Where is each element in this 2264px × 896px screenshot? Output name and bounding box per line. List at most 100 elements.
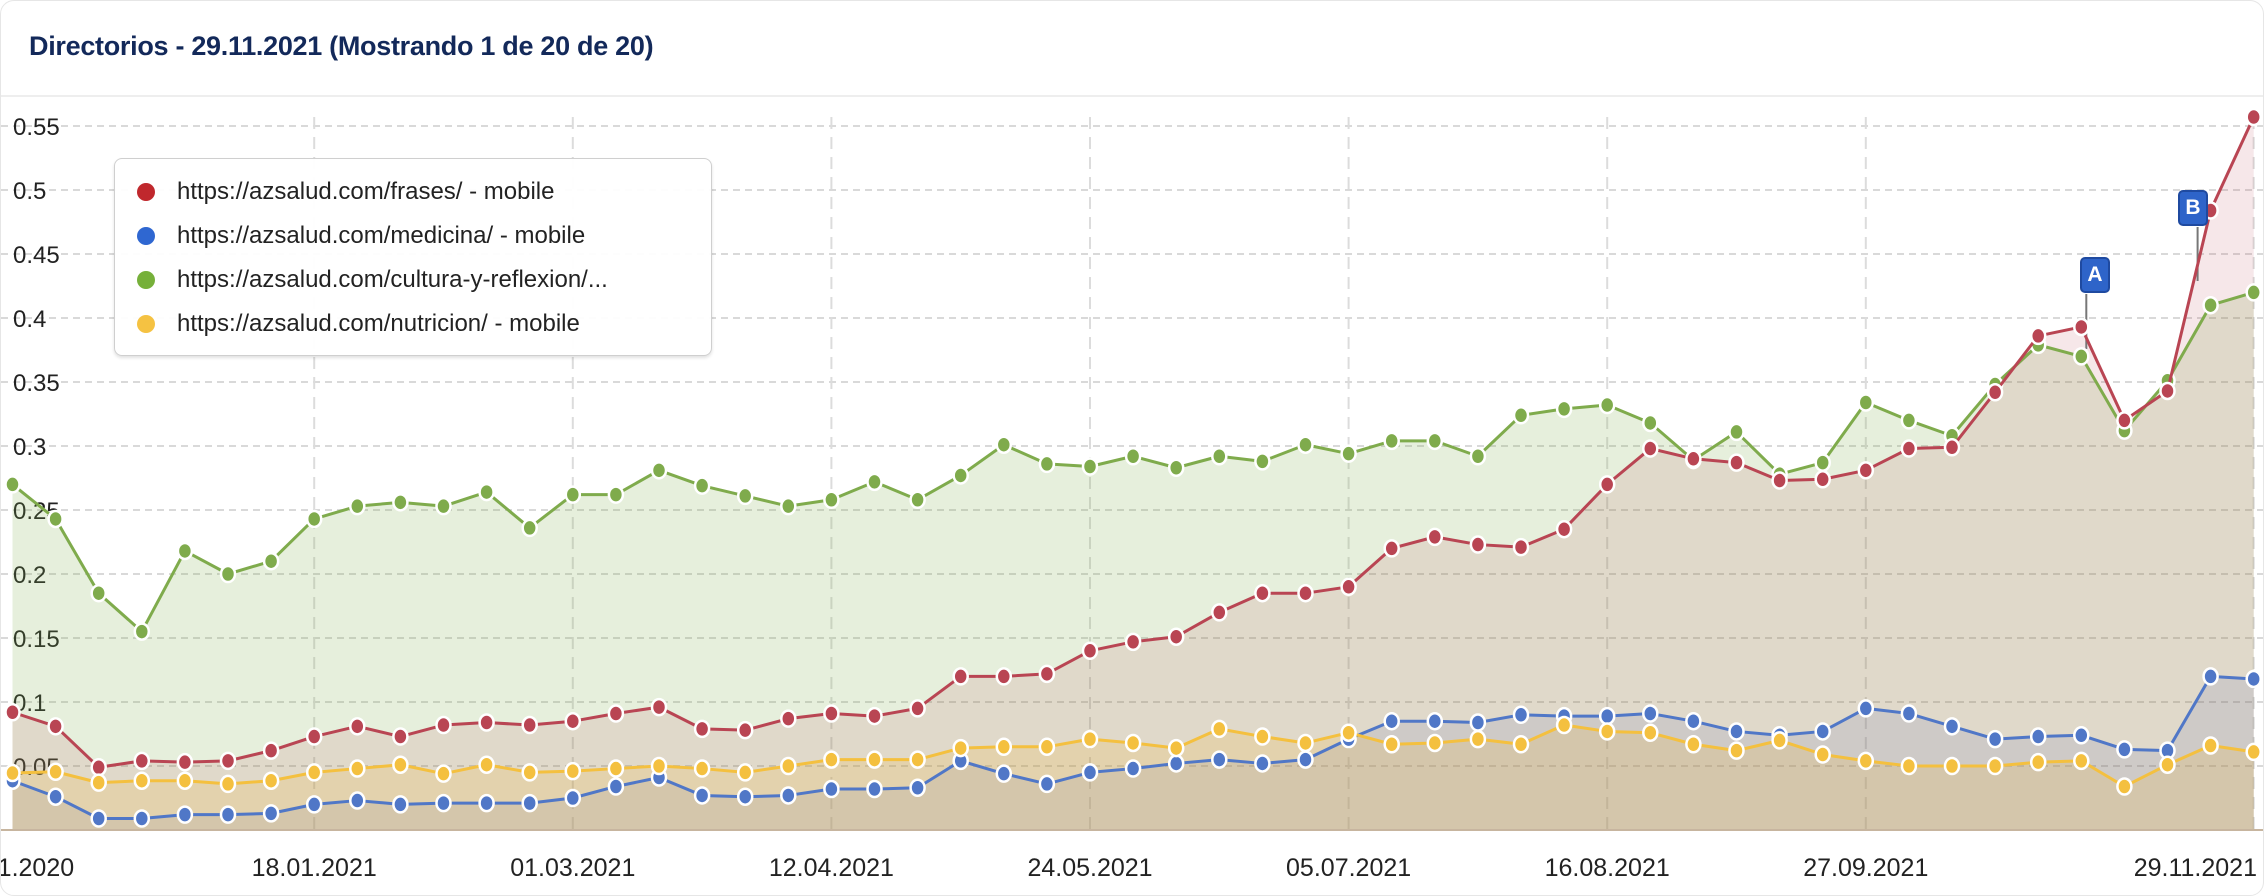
- data-point: [1167, 458, 1185, 478]
- data-point: [521, 793, 538, 813]
- x-tick-label: 01.03.2021: [510, 854, 635, 882]
- data-point: [995, 435, 1013, 454]
- data-point: [952, 466, 969, 485]
- data-point: [1685, 734, 1702, 754]
- data-point: [564, 711, 582, 731]
- data-point: [607, 777, 625, 796]
- y-tick-label: 0.4: [13, 306, 46, 333]
- data-point: [2245, 107, 2262, 127]
- data-point: [1254, 727, 1271, 746]
- data-point: [1340, 723, 1357, 742]
- x-tick-label: 05.07.2021: [1286, 854, 1411, 882]
- data-point: [1469, 713, 1487, 732]
- data-point: [1512, 537, 1530, 557]
- data-point: [1254, 452, 1271, 471]
- data-point: [1685, 711, 1702, 731]
- data-point: [1254, 754, 1271, 773]
- data-point: [176, 805, 194, 824]
- data-point: [176, 752, 194, 772]
- legend-dot-icon: [137, 183, 155, 201]
- data-point: [1081, 763, 1099, 782]
- data-point: [823, 704, 840, 723]
- data-point: [952, 667, 969, 686]
- legend-label: https://azsalud.com/frases/ - mobile: [177, 178, 555, 205]
- data-point: [2202, 667, 2219, 686]
- data-point: [607, 759, 625, 778]
- data-point: [866, 706, 883, 726]
- data-point: [1340, 444, 1357, 463]
- data-point: [2245, 742, 2262, 762]
- legend-item-medicina[interactable]: https://azsalud.com/medicina/ - mobile: [137, 216, 585, 256]
- data-point: [650, 461, 668, 480]
- data-point: [1814, 453, 1831, 472]
- legend-item-frases[interactable]: https://azsalud.com/frases/ - mobile: [137, 172, 554, 212]
- data-point: [1211, 719, 1228, 739]
- data-point: [1642, 723, 1659, 742]
- data-point: [47, 717, 64, 736]
- data-point: [47, 762, 64, 782]
- data-point: [2245, 669, 2262, 689]
- data-point: [219, 805, 237, 824]
- data-point: [521, 715, 538, 735]
- data-point: [1685, 449, 1702, 469]
- y-tick-label: 0.2: [13, 562, 46, 589]
- data-point: [2073, 726, 2090, 745]
- data-point: [1943, 717, 1961, 736]
- data-point: [1771, 731, 1788, 750]
- data-point: [478, 482, 495, 502]
- legend-label: https://azsalud.com/medicina/ - mobile: [177, 222, 586, 249]
- data-point: [47, 509, 64, 529]
- data-point: [176, 771, 194, 790]
- data-point: [736, 787, 754, 806]
- legend-dot-icon: [137, 227, 155, 245]
- series-area-0: [12, 117, 2254, 831]
- legend-label: https://azsalud.com/nutricion/ - mobile: [177, 310, 580, 337]
- data-point: [1857, 751, 1875, 771]
- data-point: [1728, 741, 1745, 760]
- data-point: [1124, 446, 1142, 466]
- data-point: [564, 788, 582, 808]
- data-point: [4, 475, 21, 494]
- data-point: [478, 755, 495, 774]
- data-point: [47, 787, 64, 806]
- data-point: [693, 719, 711, 739]
- data-point: [2245, 283, 2262, 302]
- annotation-b-flag[interactable]: B: [2178, 190, 2208, 226]
- header-divider: [1, 95, 2263, 97]
- data-point: [2116, 777, 2133, 796]
- data-point: [1297, 583, 1314, 603]
- data-point: [1383, 734, 1400, 754]
- annotation-a-flag[interactable]: A: [2080, 257, 2110, 293]
- data-point: [2029, 752, 2047, 772]
- data-point: [650, 756, 668, 776]
- data-point: [176, 541, 194, 561]
- data-point: [392, 727, 409, 746]
- data-point: [4, 702, 21, 722]
- data-point: [736, 720, 754, 740]
- data-point: [995, 737, 1013, 757]
- annotation-label: B: [2185, 196, 2201, 219]
- data-point: [219, 751, 237, 771]
- data-point: [1038, 737, 1056, 757]
- legend-item-cultura[interactable]: https://azsalud.com/cultura-y-reflexion/…: [137, 260, 608, 300]
- legend-item-nutricion[interactable]: https://azsalud.com/nutricion/ - mobile: [137, 304, 580, 344]
- data-point: [1512, 406, 1530, 425]
- data-point: [1254, 583, 1271, 603]
- x-tick-label: 24.05.2021: [1027, 854, 1152, 882]
- x-tick-label: 27.09.2021: [1803, 854, 1928, 882]
- y-tick-label: 0.3: [13, 434, 46, 461]
- data-point: [219, 564, 237, 584]
- data-point: [1986, 729, 2004, 749]
- data-point: [1857, 393, 1875, 412]
- data-point: [349, 759, 366, 778]
- data-point: [262, 741, 280, 760]
- data-point: [1340, 577, 1357, 597]
- data-point: [1081, 641, 1099, 661]
- data-point: [478, 713, 495, 732]
- data-point: [392, 493, 409, 512]
- data-point: [1598, 722, 1616, 741]
- data-point: [2159, 381, 2176, 401]
- data-point: [736, 486, 754, 506]
- data-point: [564, 485, 582, 504]
- data-point: [1426, 431, 1444, 451]
